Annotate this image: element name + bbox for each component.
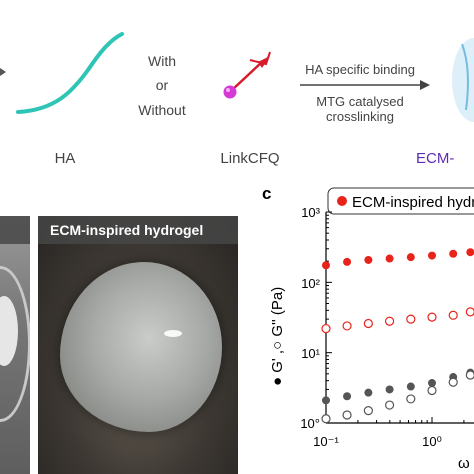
- reaction-arrow: [300, 80, 430, 90]
- arrow-bottom-text-2: crosslinking: [326, 109, 394, 124]
- data-point-series-2: [343, 392, 352, 401]
- panel-letter-c: c: [262, 184, 272, 203]
- data-point-series-0: [322, 261, 330, 270]
- data-point-series-3: [427, 385, 437, 396]
- legend-label: ECM-inspired hydr: [352, 194, 474, 211]
- y-tick-label: 10³: [301, 205, 320, 220]
- data-point-series-1: [342, 321, 352, 331]
- x-axis-label: ω (: [458, 455, 474, 472]
- photo-left: [0, 216, 30, 474]
- data-point-series-0: [364, 255, 373, 264]
- data-point-series-0: [406, 253, 415, 262]
- hydrogel-disc: [60, 262, 222, 432]
- data-point-series-2: [428, 379, 436, 388]
- data-point-series-3: [465, 370, 474, 380]
- data-point-series-3: [363, 406, 373, 416]
- photo-right-title: ECM-inspired hydrogel: [38, 216, 238, 244]
- ha-strand-icon: [16, 32, 124, 114]
- data-point-series-1: [363, 318, 373, 329]
- data-point-series-2: [406, 382, 415, 391]
- arrow-bottom-text-1: MTG catalysed: [316, 94, 404, 109]
- x-tick-label: 10⁻¹: [313, 434, 339, 449]
- y-tick-label: 10¹: [301, 346, 320, 361]
- data-point-series-0: [343, 257, 352, 266]
- without-label: Without: [138, 102, 186, 118]
- data-point-series-1: [448, 310, 458, 320]
- schematic: [0, 32, 474, 122]
- data-point-series-3: [321, 414, 331, 424]
- hydrogel-highlight: [164, 330, 182, 337]
- data-point-series-2: [364, 388, 373, 397]
- data-point-series-1: [427, 312, 437, 322]
- data-point-series-3: [342, 410, 352, 420]
- data-point-series-0: [466, 248, 474, 257]
- photo-right: ECM-inspired hydrogel: [38, 216, 238, 474]
- data-point-series-0: [428, 251, 436, 260]
- left-edge-arrow: [0, 68, 6, 76]
- gel-blob-left: [0, 296, 18, 366]
- data-point-series-0: [449, 249, 458, 258]
- rheology-chart: ECM-inspired hydr 10³ 10² 10¹ 10° 10⁻¹ 1…: [269, 187, 474, 472]
- hydrogel-product-icon: [452, 38, 474, 122]
- data-point-series-1: [321, 323, 331, 334]
- data-point-series-1: [384, 316, 395, 326]
- with-label: With: [148, 53, 176, 69]
- linkcfq-molecule-icon: [223, 51, 271, 99]
- legend-marker: [337, 196, 347, 206]
- data-point-series-1: [406, 314, 416, 324]
- data-point-series-1: [465, 307, 474, 317]
- data-point-series-3: [406, 394, 416, 404]
- data-point-series-3: [384, 400, 395, 410]
- arrow-top-text: HA specific binding: [305, 62, 415, 77]
- photo-left-title-bar: [0, 216, 30, 244]
- y-tick-label: 10²: [301, 276, 320, 291]
- legend-box: [327, 187, 474, 215]
- data-point-series-2: [385, 385, 394, 394]
- product-label: ECM-: [416, 150, 455, 167]
- data-point-series-2: [322, 396, 330, 405]
- data-point-series-3: [448, 377, 458, 387]
- ha-label: HA: [54, 150, 76, 167]
- y-axis-label: ● G' ,○ G'' (Pa): [269, 287, 286, 386]
- data-point-series-0: [385, 254, 394, 263]
- linkcfq-label: LinkCFQ: [220, 150, 280, 167]
- x-tick-label: 10⁰: [422, 434, 442, 449]
- y-tick-label: 10°: [300, 416, 320, 431]
- or-label: or: [155, 77, 169, 93]
